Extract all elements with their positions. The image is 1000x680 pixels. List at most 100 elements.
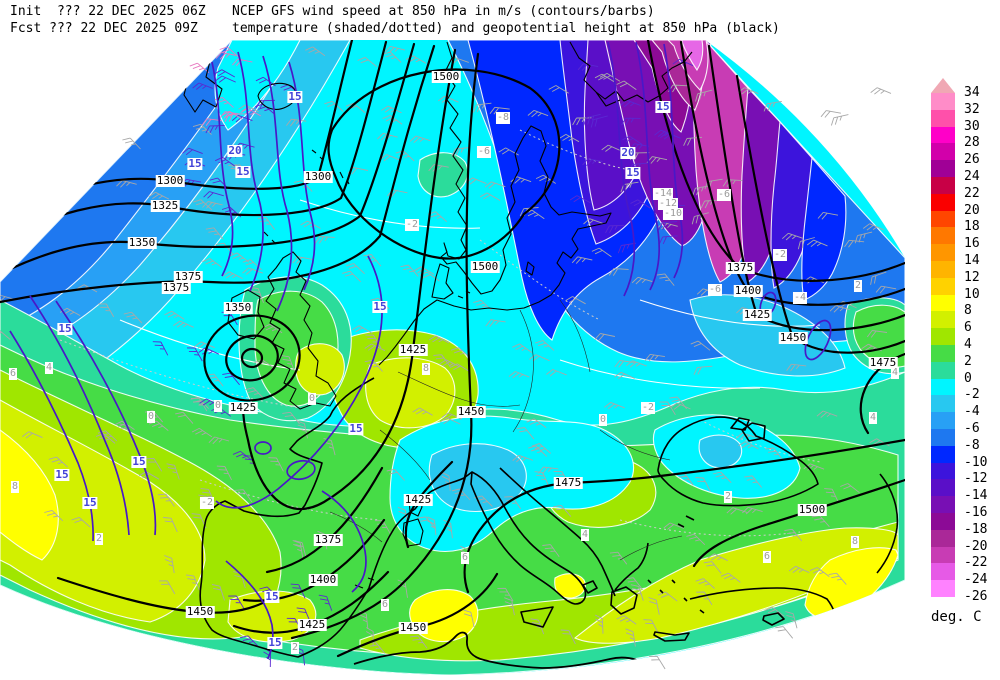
wind-barb-icon [622,135,643,145]
wind-barb-icon [614,360,635,368]
wind-barb-icon [185,574,200,591]
wind-barb-icon [384,45,406,54]
wind-barb-icon [199,398,220,407]
wind-barb-icon [473,299,493,311]
wind-barb-icon [560,629,576,645]
colorbar-tick-label: -22 [964,555,988,571]
wind-barb-icon [214,69,236,78]
wind-barb-icon [190,397,209,409]
colorbar-tick-label: -24 [964,572,988,588]
wind-barb-icon [806,239,828,247]
wind-barb-icon [828,572,847,585]
wind-barb-icon [672,58,694,67]
wind-barb-icon [875,285,897,294]
wind-barb-icon [663,522,685,530]
wind-barb-icon [591,247,612,258]
wind-barb-icon [548,85,569,94]
temperature-dotted-contours [59,129,821,537]
wind-barb-icon [163,517,178,533]
colorbar-tick-label: 18 [964,219,980,235]
colorbar-segment [931,294,955,312]
wind-barb-icon [186,347,203,362]
britain-coast [265,251,337,410]
wind-barb-icon [451,147,471,157]
wind-barb-icon [609,551,628,565]
colorbar-tick-label: 26 [964,152,980,168]
wind-barb-icon [292,256,313,264]
wind-barb-icon [182,147,203,156]
wind-barb-icon [726,507,748,515]
wind-barb-icon [742,506,763,515]
wind-barb-icon [262,323,283,334]
wind-barb-icon [811,515,830,528]
colorbar-tick-label: 10 [964,286,980,302]
temperature-shading-layer [0,40,905,675]
wind-barb-icon [572,117,592,126]
wind-barb-icon [644,353,665,362]
wind-barb-icon [412,407,433,416]
wind-barb-icon [215,51,237,60]
wind-barb-icon [605,224,625,234]
wind-barb-icon [583,218,604,226]
wind-barb-icon [116,180,137,188]
wind-barb-icon [95,433,116,444]
wind-barb-icon [542,544,560,558]
colorbar-segment [931,109,955,127]
wind-barb-icon [215,75,236,83]
wind-barb-icon [365,334,382,349]
wind-barb-icon [529,354,550,362]
wind-barb-icon [245,387,265,399]
colorbar-tick-label: 8 [964,303,972,319]
wind-barb-icon [192,82,213,90]
wind-barb-icon [145,458,163,472]
wind-barb-icon [695,578,715,589]
wind-barb-icon [784,528,803,542]
colorbar-tick-label: -4 [964,404,980,420]
colorbar-tick-label: 16 [964,236,980,252]
wind-barb-icon [98,303,115,318]
wind-barb-icon [695,477,711,492]
wind-barb-icon [221,206,242,218]
wind-barb-icon [608,268,629,276]
colorbar-segment [931,563,955,581]
wind-barb-icon [296,420,308,439]
colorbar-segment [931,546,955,564]
wind-barb-icon [382,114,403,125]
wind-barb-icon [314,236,335,244]
init-time-text: Init ??? 22 DEC 2025 06Z [10,4,206,19]
colorbar-segment [931,126,955,144]
sicily-coast [520,606,554,628]
wind-barb-icon [614,371,635,380]
wind-barb-icon [123,311,143,324]
wind-barb-icon [788,565,810,574]
wind-barb-icon [426,516,437,536]
wind-barb-icon [683,136,703,146]
wind-barb-icon [569,195,591,203]
wind-barb-icon [222,372,240,386]
wind-barb-icon [463,609,475,628]
wind-barb-icon [386,468,405,481]
wind-barb-icon [735,432,757,440]
wind-barb-icon [659,401,676,416]
wind-barb-icon [193,199,213,211]
wind-barb-icon [451,488,471,501]
wind-barb-icon [240,108,261,117]
wind-barb-icon [631,276,653,285]
colorbar-segment [931,93,955,110]
wind-barb-icon [235,489,253,503]
wind-barb-icon [164,310,185,320]
colorbar-tick-label: 12 [964,269,980,285]
wind-barb-icon [122,137,141,150]
wind-barb-icon [535,174,556,184]
wind-barb-icon [208,436,230,445]
wind-barb-icon [526,418,547,428]
wind-barb-icon [294,540,307,558]
wind-barb-icon [571,256,593,264]
wind-barb-icon [658,221,678,231]
wind-barb-icon [707,553,728,562]
wind-barb-icon [300,220,321,229]
colorbar-tick-label: -26 [964,589,988,604]
wind-barb-icon [286,118,307,127]
temperature-colorbar: 34 32 30 28 26 24 22 20 18 16 14 12 10 8 6 4 2 0 -2 -4 -6 -8-… [931,78,1000,638]
wind-barb-icon [71,516,91,528]
